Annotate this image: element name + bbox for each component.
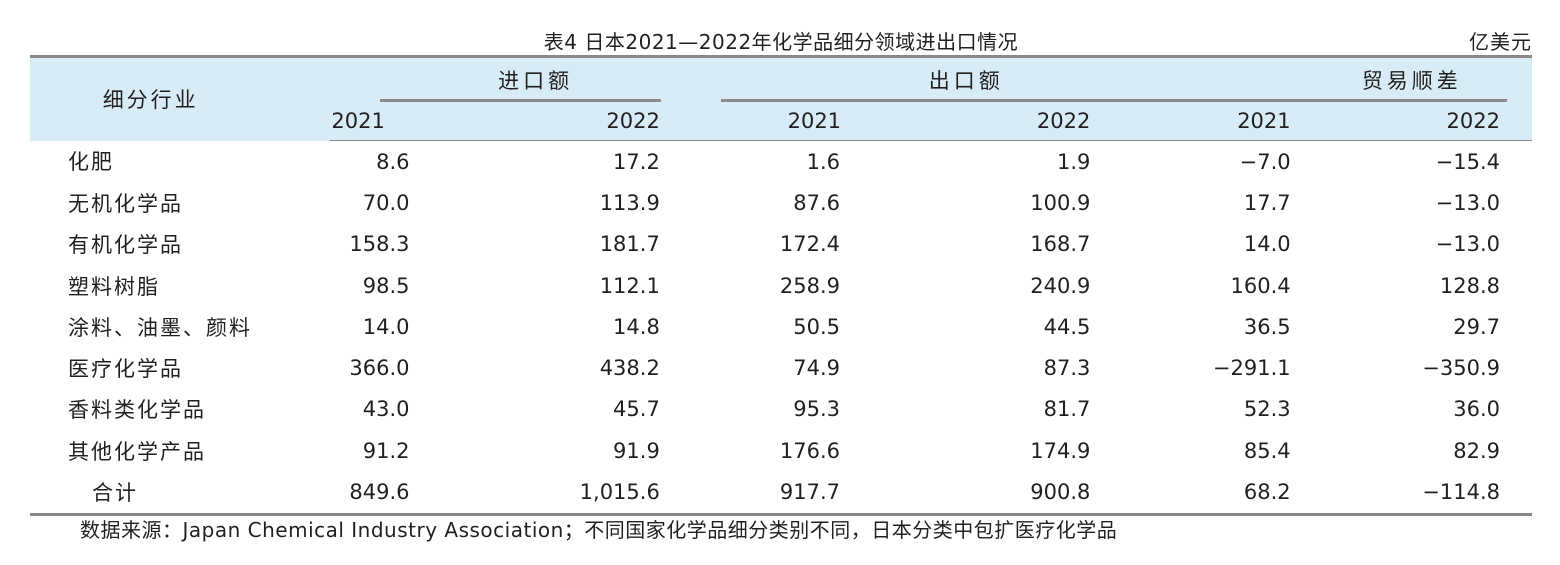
row-name: 其他化学产品 xyxy=(68,439,206,464)
cell-value: 8.6 xyxy=(376,149,410,174)
cell-value: 240.9 xyxy=(1030,273,1091,298)
cell-value: 36.0 xyxy=(1453,397,1500,422)
cell-value: 17.2 xyxy=(613,149,660,174)
year-header: 2022 xyxy=(841,102,1092,141)
cell-value: 95.3 xyxy=(793,397,841,422)
cell-value: 174.9 xyxy=(1030,438,1091,463)
cell-value: 128.8 xyxy=(1439,273,1500,298)
unit-label: 亿美元 xyxy=(1469,30,1532,54)
year-header: 2021 xyxy=(1091,102,1292,141)
cell-value: 29.7 xyxy=(1453,314,1500,339)
cell-value: 168.7 xyxy=(1030,232,1091,257)
cell-value: 44.5 xyxy=(1043,314,1091,339)
cell-value: 98.5 xyxy=(362,273,410,298)
table-row: 香料类化学品 43.0 45.7 95.3 81.7 52.3 36.0 xyxy=(30,389,1532,430)
cell-value: 258.9 xyxy=(779,273,841,298)
cell-value: 81.7 xyxy=(1043,397,1091,422)
total-value: −114.8 xyxy=(1291,471,1532,517)
table-caption: 表4 日本2021—2022年化学品细分领域进出口情况 亿美元 xyxy=(30,22,1532,56)
trade-table: 细分行业 进口额 出口额 贸易顺差 2021 2022 2021 2022 20… xyxy=(30,55,1532,517)
cell-value: 91.9 xyxy=(613,438,660,463)
header-group-row: 细分行业 进口额 出口额 贸易顺差 xyxy=(30,55,1532,141)
cell-value: 43.0 xyxy=(362,397,410,422)
cell-value: 45.7 xyxy=(613,397,660,422)
row-name: 塑料树脂 xyxy=(68,274,160,299)
total-value: 917.7 xyxy=(660,471,842,517)
cell-value: 172.4 xyxy=(779,232,841,257)
cell-value: 70.0 xyxy=(362,190,410,215)
cell-value: 1.6 xyxy=(806,149,841,174)
row-name: 无机化学品 xyxy=(68,191,183,216)
table-title: 表4 日本2021—2022年化学品细分领域进出口情况 xyxy=(543,30,1019,54)
total-row: 合计 849.6 1,015.6 917.7 900.8 68.2 −114.8 xyxy=(30,471,1532,517)
cell-value: 36.5 xyxy=(1243,314,1291,339)
group-header-export: 出口额 xyxy=(721,55,1102,102)
cell-value: 91.2 xyxy=(362,438,410,463)
cell-value: 50.5 xyxy=(793,314,841,339)
cell-value: 438.2 xyxy=(599,356,660,381)
year-header: 2022 xyxy=(1291,102,1532,141)
cell-value: 113.9 xyxy=(599,190,660,215)
table-row: 医疗化学品 366.0 438.2 74.9 87.3 −291.1 −350.… xyxy=(30,347,1532,388)
cell-value: 366.0 xyxy=(349,356,410,381)
cell-value: −13.0 xyxy=(1435,232,1500,257)
cell-value: 87.6 xyxy=(793,190,841,215)
total-value: 849.6 xyxy=(330,471,411,517)
cell-value: 100.9 xyxy=(1030,190,1091,215)
total-value: 68.2 xyxy=(1091,471,1292,517)
row-name: 化肥 xyxy=(68,150,114,175)
group-header-surplus-label: 贸易顺差 xyxy=(1361,69,1462,93)
source-footnote: 数据来源：Japan Chemical Industry Association… xyxy=(80,518,1118,542)
cell-value: 112.1 xyxy=(599,273,660,298)
cell-value: −15.4 xyxy=(1435,149,1500,174)
cell-value: −350.9 xyxy=(1422,356,1500,381)
year-header: 2022 xyxy=(410,102,661,141)
table-row: 有机化学品 158.3 181.7 172.4 168.7 14.0 −13.0 xyxy=(30,224,1532,265)
table-row: 其他化学产品 91.2 91.9 176.6 174.9 85.4 82.9 xyxy=(30,430,1532,471)
cell-value: 176.6 xyxy=(779,438,841,463)
table-row: 化肥 8.6 17.2 1.6 1.9 −7.0 −15.4 xyxy=(30,141,1532,183)
row-name: 有机化学品 xyxy=(68,233,183,258)
cell-value: 14.0 xyxy=(362,314,410,339)
total-value: 1,015.6 xyxy=(410,471,661,517)
row-name: 香料类化学品 xyxy=(68,398,206,423)
cell-value: 87.3 xyxy=(1043,356,1091,381)
row-name: 医疗化学品 xyxy=(68,357,183,382)
cell-value: 1.9 xyxy=(1056,149,1091,174)
row-name: 涂料、油墨、颜料 xyxy=(68,315,252,340)
year-header: 2021 xyxy=(330,102,411,141)
total-value: 900.8 xyxy=(841,471,1092,517)
header-year-row: 2021 2022 2021 2022 2021 2022 xyxy=(30,102,1532,141)
total-label: 合计 xyxy=(30,471,331,517)
cell-value: 160.4 xyxy=(1230,273,1291,298)
group-header-import: 进口额 xyxy=(380,55,661,102)
cell-value: 52.3 xyxy=(1243,397,1291,422)
cell-value: 85.4 xyxy=(1243,438,1291,463)
cell-value: 17.7 xyxy=(1243,190,1291,215)
table-row: 无机化学品 70.0 113.9 87.6 100.9 17.7 −13.0 xyxy=(30,182,1532,223)
table-row: 塑料树脂 98.5 112.1 258.9 240.9 160.4 128.8 xyxy=(30,265,1532,306)
cell-value: −7.0 xyxy=(1239,149,1291,174)
year-header: 2021 xyxy=(660,102,842,141)
table-row: 涂料、油墨、颜料 14.0 14.8 50.5 44.5 36.5 29.7 xyxy=(30,306,1532,347)
cell-value: 14.0 xyxy=(1243,232,1291,257)
cell-value: −13.0 xyxy=(1435,190,1500,215)
cell-value: 181.7 xyxy=(599,232,660,257)
group-header-surplus: 贸易顺差 xyxy=(1001,55,1532,102)
row-label-header: 细分行业 xyxy=(30,55,331,141)
cell-value: 158.3 xyxy=(349,232,410,257)
group-header-import-label: 进口额 xyxy=(498,69,574,93)
cell-value: 82.9 xyxy=(1453,438,1500,463)
cell-value: 14.8 xyxy=(613,314,660,339)
group-header-export-label: 出口额 xyxy=(928,69,1004,93)
cell-value: −291.1 xyxy=(1212,356,1291,381)
cell-value: 74.9 xyxy=(793,356,841,381)
